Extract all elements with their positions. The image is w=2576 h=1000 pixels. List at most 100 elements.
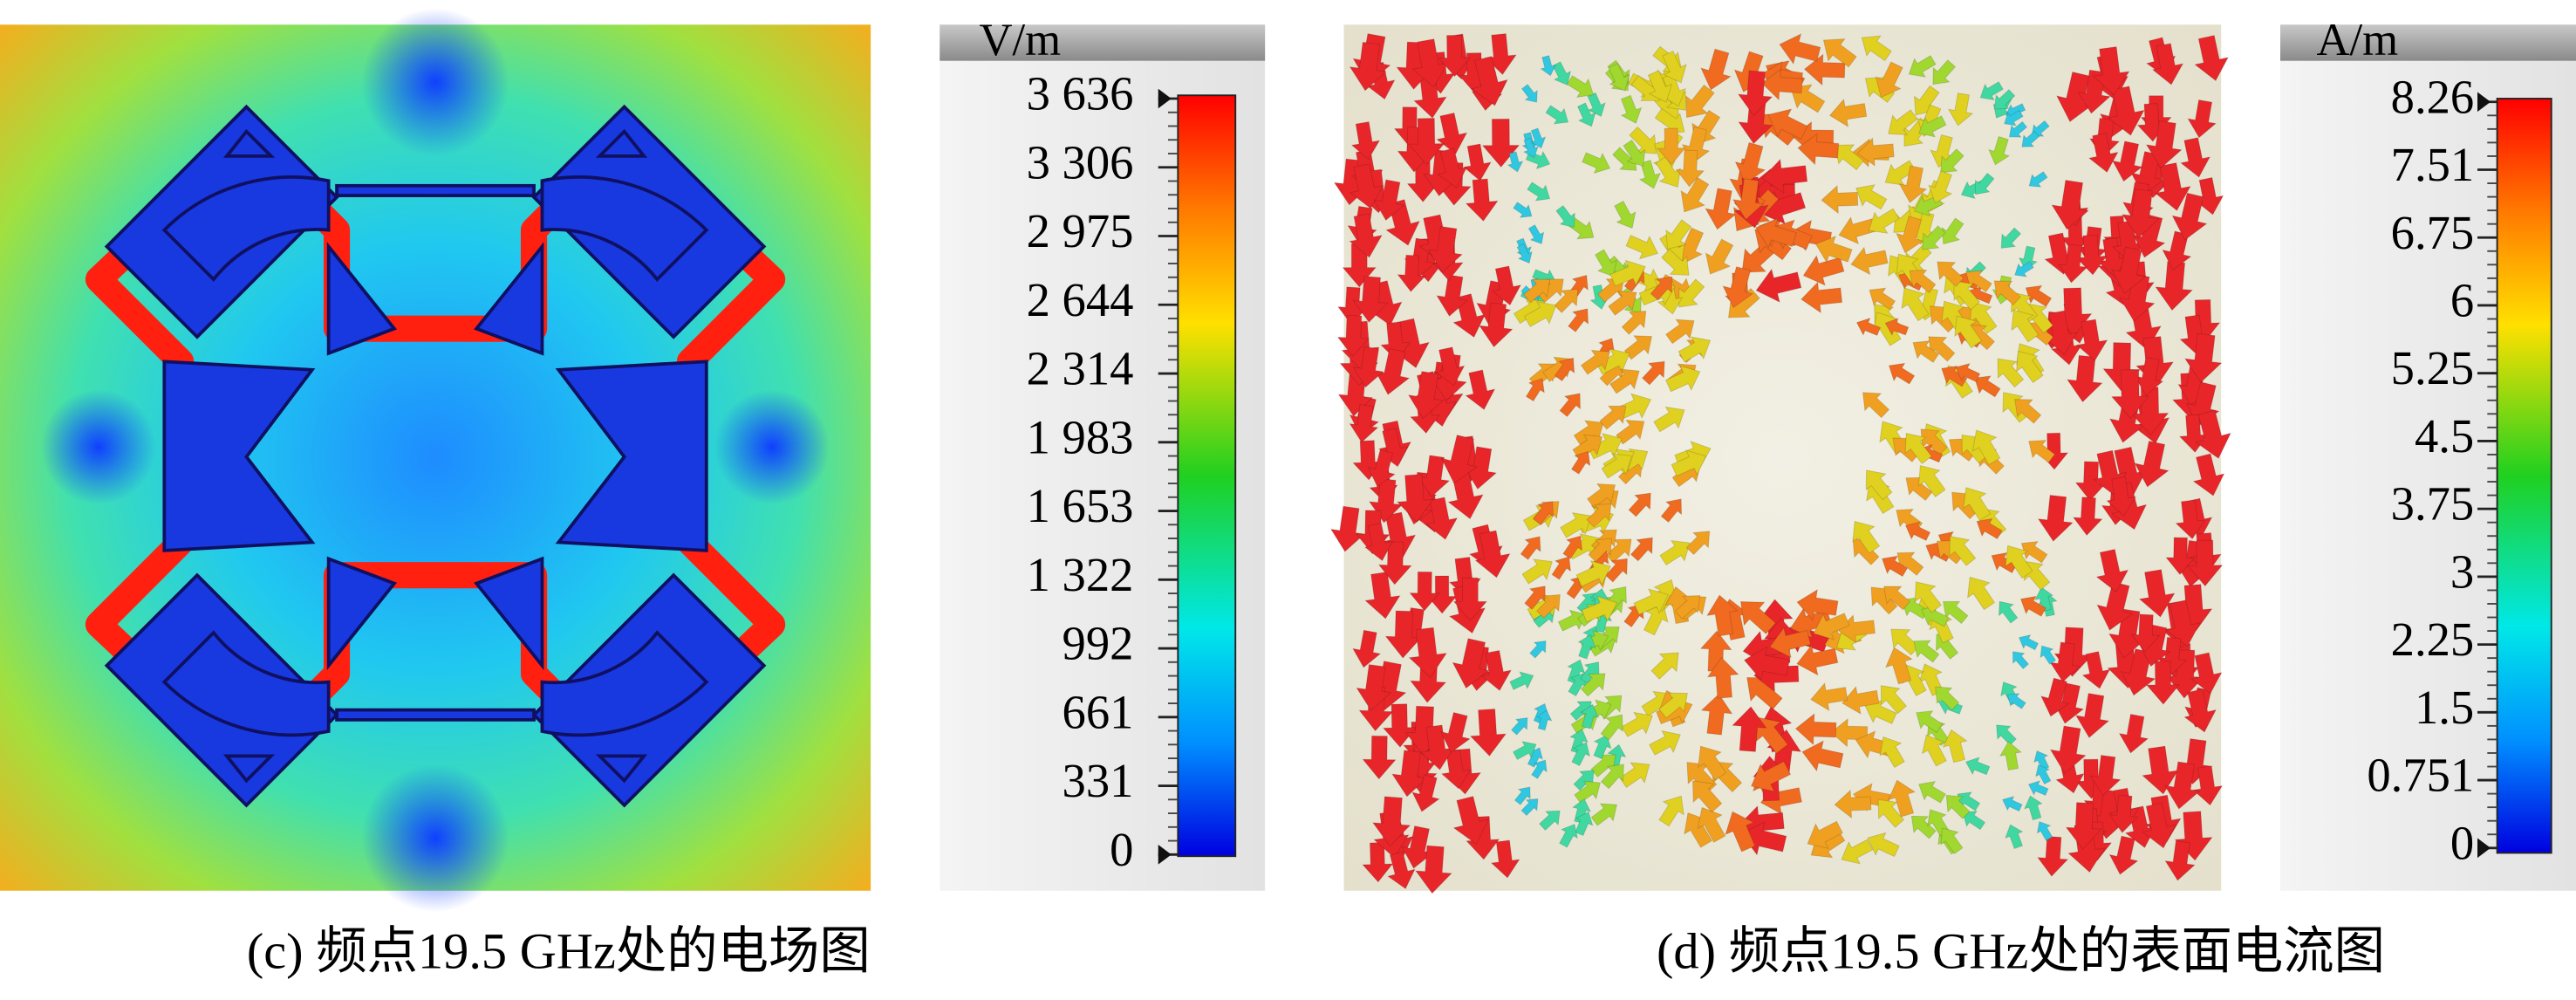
current-arrow — [1921, 605, 1950, 627]
current-arrow — [1838, 216, 1876, 245]
current-arrow — [1411, 774, 1440, 812]
current-arrow — [1364, 572, 1401, 620]
current-arrow — [2183, 688, 2217, 733]
current-arrow — [1516, 243, 1533, 264]
current-arrow — [2145, 661, 2181, 705]
colorbar-tick-label: 661 — [1063, 685, 1134, 738]
current-arrow — [1910, 815, 1937, 839]
current-arrow — [1921, 734, 1947, 767]
current-arrow — [1935, 686, 1960, 711]
current-arrow — [1883, 586, 1911, 611]
current-arrow — [2108, 608, 2147, 659]
current-arrow — [2092, 46, 2130, 96]
current-arrow — [1725, 811, 1756, 853]
current-arrow — [1593, 734, 1612, 760]
current-arrow — [2049, 641, 2081, 683]
current-arrow — [1743, 646, 1790, 682]
current-arrow — [1349, 41, 1387, 92]
current-arrow — [1638, 160, 1662, 189]
colorbar-tick-label: 992 — [1063, 617, 1134, 670]
colorbar-tick-label: 1 983 — [1027, 410, 1134, 463]
current-arrow — [2108, 835, 2139, 875]
current-arrow — [1993, 280, 2021, 306]
current-arrow — [2134, 440, 2169, 488]
colorbar-tick-label: 6.75 — [2391, 206, 2475, 259]
current-arrow — [1589, 284, 1609, 310]
current-arrow — [1918, 780, 1946, 804]
colorbar-tick-label: 3 636 — [1027, 67, 1134, 120]
current-arrow — [1438, 34, 1472, 78]
current-arrow — [1336, 314, 1370, 357]
current-arrow — [2006, 693, 2026, 709]
current-arrow — [1918, 115, 1947, 138]
current-arrow — [2012, 651, 2030, 670]
current-arrow — [1705, 238, 1734, 275]
current-arrow — [1732, 178, 1765, 221]
current-arrow — [1350, 121, 1381, 161]
current-arrow — [1653, 406, 1685, 433]
current-arrow — [1941, 365, 1968, 387]
current-arrow — [1329, 505, 1366, 552]
current-arrow — [1440, 749, 1472, 790]
current-arrow — [1941, 217, 1964, 245]
current-arrow — [1520, 536, 1541, 560]
current-arrow — [1523, 278, 1551, 304]
current-arrow — [1509, 671, 1534, 690]
current-arrow — [1470, 56, 1508, 106]
current-arrow — [2151, 43, 2184, 86]
current-arrow — [1380, 321, 1411, 362]
current-arrow — [1976, 517, 2003, 540]
current-arrow — [1569, 729, 1589, 754]
current-arrow — [1699, 630, 1732, 673]
current-arrow — [1869, 287, 1896, 311]
current-arrow — [1356, 664, 1392, 712]
current-arrow — [1660, 498, 1683, 524]
current-arrow — [1680, 176, 1710, 213]
current-arrow — [1979, 81, 2004, 101]
current-arrow — [2192, 453, 2225, 497]
current-arrow — [1685, 84, 1715, 119]
current-arrow — [1755, 268, 1802, 304]
current-arrow — [1814, 235, 1853, 264]
current-arrow — [1567, 216, 1595, 240]
colorbar-tick-label: 3.75 — [2391, 477, 2475, 531]
current-arrow — [2171, 192, 2208, 241]
current-arrow — [1507, 151, 1524, 173]
current-arrow — [1880, 685, 1908, 715]
current-arrow — [1452, 577, 1488, 622]
current-arrow — [1755, 217, 1797, 249]
current-arrow — [1586, 503, 1612, 528]
current-arrow — [1928, 336, 1956, 362]
current-arrow — [1657, 127, 1686, 166]
current-arrow — [1513, 786, 1531, 805]
current-arrow — [1570, 450, 1591, 475]
current-arrow — [1796, 644, 1839, 676]
current-arrow — [2186, 539, 2224, 587]
current-arrow — [2106, 476, 2137, 517]
current-arrow — [1865, 469, 1893, 501]
current-arrow — [1572, 434, 1603, 460]
current-arrow — [2000, 227, 2022, 249]
current-arrow — [2138, 569, 2176, 618]
current-arrow — [1658, 692, 1688, 719]
current-arrow — [1969, 301, 1998, 334]
current-arrow — [1855, 184, 1888, 210]
current-arrow — [1559, 393, 1581, 418]
current-arrow — [1474, 530, 1511, 579]
current-arrow — [1761, 158, 1808, 195]
current-arrow — [1705, 188, 1737, 230]
current-arrow — [1998, 600, 2019, 624]
current-arrow — [1675, 149, 1705, 188]
current-arrow — [1530, 127, 1547, 149]
current-arrow — [1999, 741, 2022, 771]
current-arrow — [1904, 432, 1932, 465]
current-arrow — [1397, 254, 1426, 292]
current-arrow — [1559, 823, 1578, 848]
current-arrow — [1387, 851, 1416, 890]
current-arrow — [1580, 703, 1600, 729]
current-arrow — [2025, 284, 2053, 307]
current-arrow — [1962, 810, 1986, 831]
current-arrow — [1737, 70, 1773, 117]
current-arrow — [1628, 492, 1651, 517]
